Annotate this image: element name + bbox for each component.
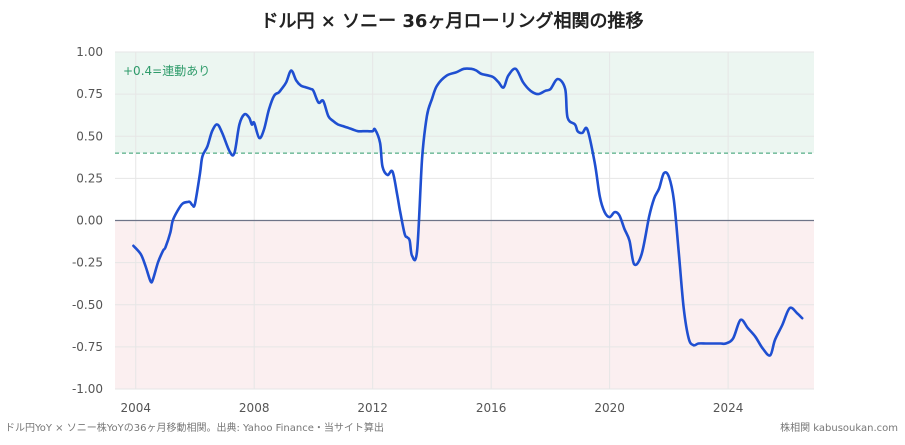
series-layer	[132, 67, 804, 357]
y-tick-label: 0.75	[76, 87, 103, 101]
threshold-annotation: +0.4=連動あり	[123, 64, 210, 78]
y-tick-label: 1.00	[76, 45, 103, 59]
x-tick-label: 2004	[120, 401, 151, 415]
x-tick-label: 2024	[713, 401, 744, 415]
positive-correlation-band	[115, 52, 814, 154]
y-axis-tick-labels: 1.00 0.75 0.50 0.25 0.00 -0.25 -0.50 -0.75 -1.00	[72, 45, 103, 396]
correlation-series-line	[132, 67, 804, 357]
y-tick-label: 0.50	[76, 129, 103, 143]
x-axis-tick-labels: 2004 2008 2012 2016 2020 2024	[120, 401, 743, 415]
y-tick-label: -0.75	[72, 340, 103, 354]
footer-site-credit: 株相関 kabusoukan.com	[780, 421, 898, 434]
y-tick-label: 0.00	[76, 214, 103, 228]
x-tick-label: 2012	[357, 401, 388, 415]
x-tick-label: 2016	[476, 401, 507, 415]
x-tick-label: 2008	[239, 401, 270, 415]
x-tick-label: 2020	[594, 401, 625, 415]
y-tick-label: -0.50	[72, 298, 103, 312]
y-tick-label: 0.25	[76, 171, 103, 185]
y-tick-label: -1.00	[72, 382, 103, 396]
footer-source-note: ドル円YoY × ソニー株YoYの36ヶ月移動相関。出典: Yahoo Fina…	[5, 421, 384, 434]
reference-lines	[115, 152, 814, 222]
chart-title: ドル円 × ソニー 36ヶ月ローリング相関の推移	[261, 10, 644, 32]
y-tick-label: -0.25	[72, 256, 103, 270]
